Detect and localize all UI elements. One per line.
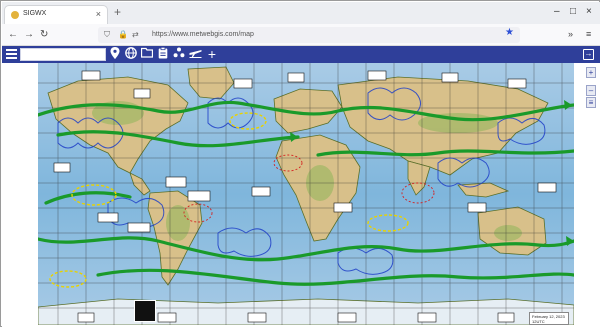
jet-north-2: [56, 130, 300, 148]
folder-icon[interactable]: [140, 47, 154, 62]
cloud-areas: [57, 87, 546, 275]
browser-toolbar: ← → ↻ ⛉ 🔒 ⇄ https://www.metwebgis.com/ma…: [2, 24, 600, 46]
tab-title: SIGWX: [23, 10, 47, 17]
sigwx-map[interactable]: [38, 63, 574, 325]
tab-strip: SIGWX × + – □ ×: [2, 2, 600, 24]
app-toolbar: + →: [2, 46, 600, 63]
close-window-button[interactable]: ×: [586, 6, 592, 17]
jet-mid: [316, 149, 574, 157]
browser-tab[interactable]: SIGWX ×: [4, 5, 108, 24]
antarctica: [38, 298, 574, 325]
europe: [273, 88, 343, 134]
address-bar[interactable]: ⛉ 🔒 ⇄ https://www.metwebgis.com/map: [98, 27, 520, 43]
turbulence-areas: [49, 112, 409, 288]
tab-close-icon[interactable]: ×: [95, 9, 101, 19]
clipboard-icon[interactable]: [156, 46, 170, 62]
favicon-icon: [11, 11, 19, 19]
plane-icon[interactable]: [188, 47, 202, 62]
extensions-menu-icon[interactable]: »: [568, 29, 574, 39]
jet-north: [38, 100, 574, 122]
permissions-icon[interactable]: ⇄: [132, 30, 139, 39]
search-input[interactable]: [20, 48, 106, 61]
legend-time: 12UTC: [532, 319, 545, 324]
zoom-out-button[interactable]: –: [586, 85, 596, 96]
legend-date: February 12, 2023: [532, 314, 565, 319]
new-tab-button[interactable]: +: [114, 5, 122, 19]
exit-fullscreen-icon[interactable]: →: [583, 49, 594, 60]
flight-level-boxes: [53, 70, 557, 323]
india: [407, 160, 431, 196]
lock-icon[interactable]: 🔒: [118, 30, 128, 39]
shield-icon[interactable]: ⛉: [104, 30, 110, 39]
hamburger-menu-icon[interactable]: [6, 49, 17, 59]
minimize-button[interactable]: –: [554, 6, 560, 17]
jet-south: [38, 236, 574, 262]
pin-icon[interactable]: [108, 47, 122, 62]
forward-button[interactable]: →: [24, 29, 34, 40]
layers-icon[interactable]: [172, 47, 186, 62]
maximize-button[interactable]: □: [570, 6, 577, 17]
browser-menu-icon[interactable]: ≡: [586, 29, 592, 39]
url-text[interactable]: https://www.metwebgis.com/map: [152, 31, 254, 38]
jet-sw: [44, 191, 132, 205]
reload-button[interactable]: ↻: [40, 29, 49, 40]
zoom-in-button[interactable]: +: [586, 67, 596, 78]
grid-lines: [38, 63, 574, 325]
timestamp-legend: February 12, 2023 12UTC: [529, 312, 569, 325]
back-button[interactable]: ←: [8, 29, 18, 40]
globe-icon[interactable]: [124, 47, 138, 62]
cb-areas: [183, 154, 435, 223]
plus-icon[interactable]: +: [207, 46, 217, 62]
jet-arrows: [290, 100, 574, 246]
jet-south-2: [96, 268, 574, 286]
map-viewport[interactable]: + – ≡ February 12, 2023 12UTC: [2, 63, 600, 327]
jet-streams: [38, 100, 574, 286]
map-overlay-thumbnail[interactable]: [134, 300, 156, 322]
bookmark-star-icon[interactable]: ★: [505, 27, 514, 38]
layer-toggle-button[interactable]: ≡: [586, 97, 596, 108]
world-map-svg: [38, 63, 574, 325]
